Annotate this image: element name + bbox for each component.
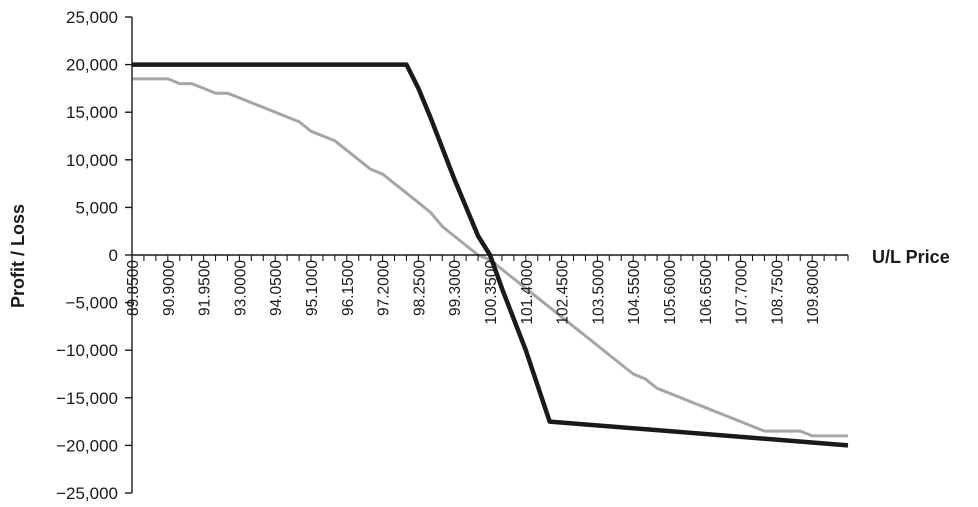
x-tick-label: 102.4500 — [555, 260, 572, 325]
y-tick-label: −20,000 — [56, 436, 118, 455]
x-tick-label: 100.3500 — [483, 260, 500, 325]
x-tick-label: 95.1000 — [304, 260, 321, 316]
y-axis-title: Profit / Loss — [8, 204, 28, 308]
x-tick-label: 89.8500 — [125, 260, 142, 316]
x-tick-label: 104.5500 — [626, 260, 643, 325]
x-tick-label: 90.9000 — [161, 260, 178, 316]
x-tick-label: 101.4000 — [519, 260, 536, 325]
y-tick-label: −15,000 — [56, 389, 118, 408]
y-tick-label: 0 — [109, 246, 118, 265]
y-tick-label: 25,000 — [66, 8, 118, 27]
x-tick-label: 99.3000 — [447, 260, 464, 316]
x-tick-label: 106.6500 — [698, 260, 715, 325]
x-tick-label: 107.7000 — [734, 260, 751, 325]
x-tick-label: 108.7500 — [769, 260, 786, 325]
y-tick-labels: 25,000 20,000 15,000 10,000 5,000 0 −5,000 −10,… — [56, 8, 118, 503]
y-tick-label: 5,000 — [75, 198, 118, 217]
y-tick-label: 20,000 — [66, 56, 118, 75]
y-tick-label: −5,000 — [66, 294, 118, 313]
y-tick-label: 10,000 — [66, 151, 118, 170]
x-axis-title: U/L Price — [872, 247, 950, 267]
y-tick-label: 15,000 — [66, 103, 118, 122]
x-tick-label: 109.8000 — [805, 260, 822, 325]
x-tick-label: 93.0000 — [232, 260, 249, 316]
series-line-black — [132, 62, 849, 448]
axes-layer — [125, 16, 849, 494]
x-tick-label: 103.5000 — [590, 260, 607, 325]
x-tick-label: 96.1500 — [340, 260, 357, 316]
y-tick-label: −10,000 — [56, 341, 118, 360]
y-tick-label: −25,000 — [56, 484, 118, 503]
x-tick-label: 98.2500 — [411, 260, 428, 316]
x-tick-label: 94.0500 — [268, 260, 285, 316]
x-tick-label: 105.6000 — [662, 260, 679, 325]
x-tick-label: 97.2000 — [376, 260, 393, 316]
x-tick-label: 91.9500 — [197, 260, 214, 316]
x-tick-labels: 89.8500 90.9000 91.9500 93.0000 94.0500 95.10… — [125, 260, 822, 325]
